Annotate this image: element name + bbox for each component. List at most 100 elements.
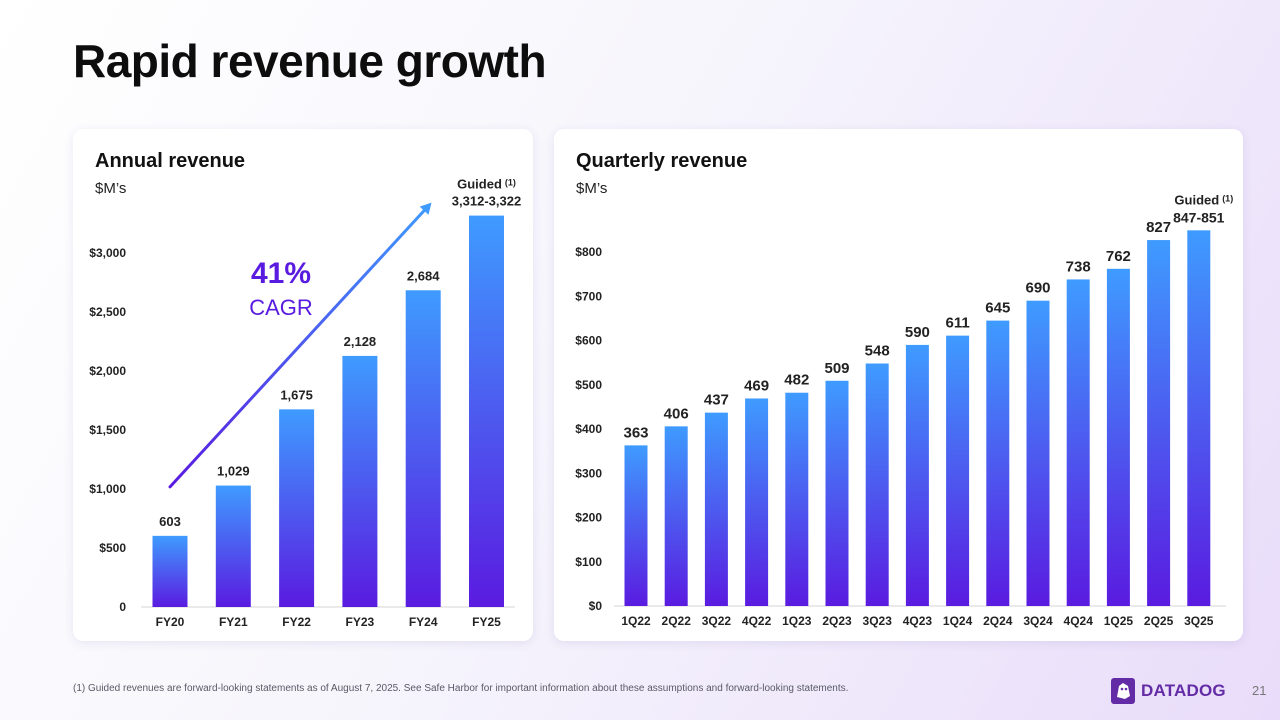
y-tick-label: $1,000	[89, 482, 126, 496]
page-title: Rapid revenue growth	[73, 35, 547, 87]
quarterly-revenue-chart: $0 $100 $200 $300 $400 $500 $600 $700 $800 1Q22 36…	[575, 192, 1233, 628]
data-label: 611	[945, 315, 969, 332]
bar	[1147, 240, 1171, 606]
x-tick-label: 3Q22	[702, 614, 732, 628]
bar	[704, 412, 728, 606]
annual-revenue-chart: 0 $500 $1,000 $1,500 $2,000 $2,500 $3,000 FY20 6…	[89, 177, 521, 629]
y-tick-label: $600	[575, 334, 602, 348]
guided-data-label: 3,312-3,322	[452, 194, 521, 209]
guided-label: Guided (1)	[457, 177, 516, 192]
datadog-dog-icon	[1111, 678, 1135, 704]
data-label: 1,675	[280, 387, 313, 402]
data-label: 827	[1146, 219, 1171, 236]
bar	[469, 215, 504, 607]
y-tick-label: $300	[575, 466, 602, 480]
x-tick-label: 1Q23	[782, 614, 812, 628]
y-tick-label: $2,000	[89, 364, 126, 378]
cagr-trend-line	[168, 209, 426, 489]
x-tick-label: FY24	[409, 615, 438, 629]
x-tick-label: 4Q23	[903, 614, 933, 628]
x-tick-label: 2Q23	[822, 614, 852, 628]
data-label: 548	[865, 343, 890, 360]
bar	[1026, 300, 1050, 606]
y-tick-label: $400	[575, 422, 602, 436]
quarterly-chart-unit: $M’s	[576, 180, 608, 197]
bar	[986, 320, 1010, 606]
data-label: 469	[744, 377, 769, 394]
y-tick-label: $2,500	[89, 305, 126, 319]
data-label: 690	[1025, 280, 1050, 297]
data-label: 1,029	[217, 464, 250, 479]
y-tick-label: $3,000	[89, 246, 126, 260]
y-tick-label: $500	[99, 541, 126, 555]
cagr-arrowhead	[419, 202, 432, 215]
annual-chart-unit: $M’s	[95, 180, 127, 197]
x-tick-label: 2Q25	[1144, 614, 1174, 628]
x-tick-label: FY23	[346, 615, 375, 629]
bar	[1187, 230, 1211, 606]
y-tick-label: $800	[575, 245, 602, 259]
data-label: 2,128	[344, 334, 377, 349]
cagr-label: CAGR	[249, 295, 313, 320]
guided-footnote-ref: (1)	[1222, 193, 1233, 203]
y-tick-label: $0	[589, 599, 603, 613]
page-number: 21	[1252, 683, 1267, 698]
y-tick-label: $200	[575, 511, 602, 525]
bar	[946, 335, 970, 606]
data-label: 406	[664, 405, 689, 422]
x-tick-label: 1Q22	[621, 614, 651, 628]
bar	[905, 344, 929, 606]
datadog-logo: DATADOG	[1110, 676, 1226, 706]
x-tick-label: FY25	[472, 615, 501, 629]
logo-text: DATADOG	[1141, 681, 1226, 700]
bar	[405, 290, 441, 607]
y-tick-label: $100	[575, 555, 602, 569]
data-label: 437	[704, 392, 729, 409]
x-tick-label: FY20	[156, 615, 185, 629]
guided-footnote-ref: (1)	[505, 178, 516, 188]
bar	[745, 398, 769, 606]
data-label: 482	[784, 372, 809, 389]
bar	[865, 363, 889, 606]
cagr-value: 41%	[250, 257, 312, 290]
bar	[1066, 279, 1090, 606]
guided-label: Guided (1)	[1174, 192, 1233, 207]
quarterly-chart-title: Quarterly revenue	[576, 150, 748, 172]
bar	[152, 535, 188, 607]
bar	[279, 409, 315, 607]
data-label: 762	[1106, 248, 1131, 265]
x-tick-label: 4Q24	[1064, 614, 1094, 628]
y-tick-label: 0	[119, 600, 126, 614]
x-tick-label: 1Q25	[1104, 614, 1134, 628]
data-label: 363	[623, 424, 648, 441]
bar	[785, 392, 809, 606]
x-tick-label: 4Q22	[742, 614, 772, 628]
guided-data-label: 847-851	[1173, 209, 1225, 225]
x-tick-label: 2Q22	[662, 614, 692, 628]
bar	[664, 426, 688, 606]
footnote: (1) Guided revenues are forward-looking …	[73, 683, 849, 694]
data-label: 603	[159, 514, 181, 529]
y-tick-label: $1,500	[89, 423, 126, 437]
x-tick-label: FY21	[219, 615, 248, 629]
bar	[825, 380, 849, 606]
data-label: 738	[1066, 258, 1091, 275]
bar	[624, 445, 648, 606]
y-tick-label: $500	[575, 378, 602, 392]
x-tick-label: 2Q24	[983, 614, 1013, 628]
annual-revenue-card: Annual revenue $M’s 0 $500 $1,000 $1,500 $2,…	[73, 129, 533, 641]
data-label: 590	[905, 324, 930, 341]
x-tick-label: 1Q24	[943, 614, 973, 628]
data-label: 2,684	[407, 268, 440, 283]
bar	[1106, 268, 1130, 606]
x-tick-label: 3Q25	[1184, 614, 1214, 628]
bar	[342, 355, 378, 607]
x-tick-label: 3Q23	[863, 614, 893, 628]
x-tick-label: FY22	[282, 615, 311, 629]
data-label: 645	[985, 300, 1010, 317]
data-label: 509	[824, 360, 849, 377]
bar	[215, 485, 251, 607]
quarterly-revenue-card: Quarterly revenue $M’s $0 $100 $200 $300 $40…	[554, 129, 1243, 641]
x-tick-label: 3Q24	[1023, 614, 1053, 628]
y-tick-label: $700	[575, 289, 602, 303]
